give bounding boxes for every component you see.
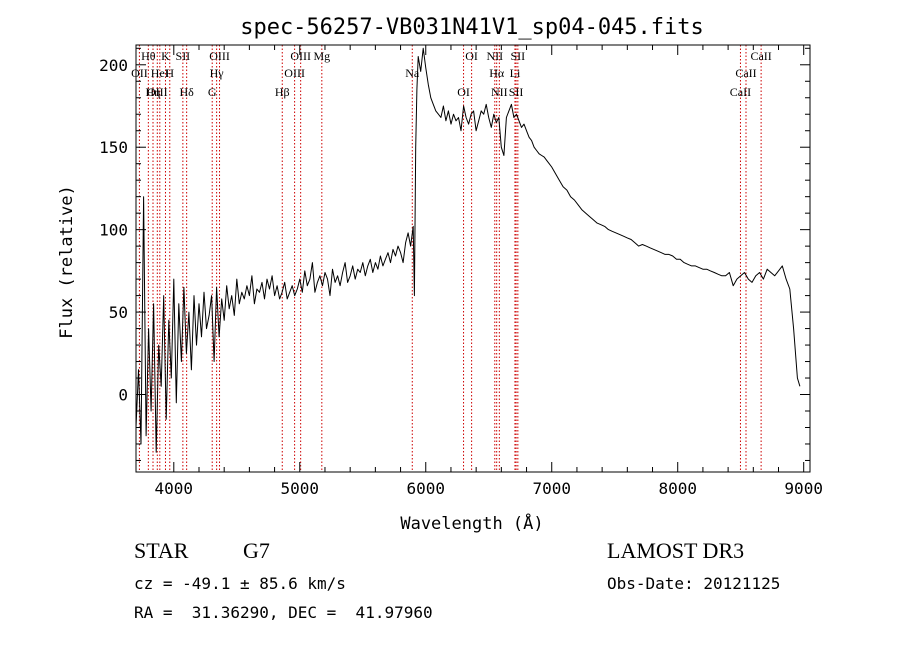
line-marker-label: H (165, 66, 174, 80)
line-marker-label: OIII (290, 49, 311, 63)
line-marker-label: SII (176, 49, 191, 63)
x-tick-label: 6000 (406, 479, 445, 498)
line-marker-label: Hθ (141, 49, 156, 63)
line-marker-label: Hη (146, 85, 161, 99)
x-axis-label: Wavelength (Å) (400, 512, 543, 534)
spectrum-line (135, 47, 801, 453)
line-marker-label: G (208, 85, 217, 99)
axis-ticks (136, 45, 810, 472)
line-marker-label: SII (511, 49, 526, 63)
line-marker-label: OI (465, 49, 478, 63)
x-tick-label: 4000 (155, 479, 194, 498)
line-marker-label: SII (509, 85, 524, 99)
x-tick-label: 7000 (532, 479, 571, 498)
line-marker-label: NII (486, 49, 503, 63)
survey-name: LAMOST DR3 (607, 538, 745, 563)
y-tick-label: 50 (109, 303, 128, 322)
line-marker-label: OII (131, 66, 148, 80)
obs-date: Obs-Date: 20121125 (607, 574, 781, 593)
line-marker-label: Na (405, 66, 420, 80)
y-tick-label: 200 (99, 56, 128, 75)
line-marker-label: Hδ (179, 85, 194, 99)
redshift-readout: cz = -49.1 ± 85.6 km/s (134, 574, 346, 593)
line-marker-label: Hβ (275, 85, 290, 99)
object-subclass: G7 (243, 538, 270, 563)
y-tick-label: 100 (99, 221, 128, 240)
line-marker-label: Mg (313, 49, 330, 63)
line-marker-label: Hα (489, 66, 505, 80)
line-marker-label: NII (491, 85, 508, 99)
x-tick-label: 9000 (784, 479, 823, 498)
line-marker-label: OIII (209, 49, 230, 63)
line-marker-label: CaII (735, 66, 756, 80)
axis-tick-labels: 4000 5000 6000 7000 8000 9000 0 50 100 150 200 (99, 56, 823, 498)
y-axis-label: Flux (relative) (57, 185, 77, 339)
x-tick-label: 5000 (281, 479, 320, 498)
line-marker-label: OIII (147, 85, 168, 99)
line-marker-label: OIII (284, 66, 305, 80)
line-marker-label: HeI (151, 66, 169, 80)
x-tick-label: 8000 (658, 479, 697, 498)
object-class: STAR (134, 538, 189, 563)
coordinates: RA = 31.36290, DEC = 41.97960 (134, 603, 433, 622)
y-tick-label: 150 (99, 138, 128, 157)
line-marker-label: CaII (730, 85, 751, 99)
line-marker-label: Li (510, 66, 521, 80)
line-marker-label: CaII (750, 49, 771, 63)
series-layer (135, 47, 801, 453)
line-marker-label: OI (457, 85, 470, 99)
y-tick-label: 0 (118, 386, 128, 405)
line-markers (138, 45, 762, 472)
plot-frame (135, 44, 811, 473)
line-marker-label: K (161, 49, 170, 63)
line-marker-label: Hγ (210, 66, 225, 80)
line-marker-labels: HθOIIOIIIKHeIHηSIIHHδOIIIHγGOIIIOIIIHβMg… (131, 49, 772, 99)
chart-title: spec-56257-VB031N41V1_sp04-045.fits (240, 15, 704, 40)
